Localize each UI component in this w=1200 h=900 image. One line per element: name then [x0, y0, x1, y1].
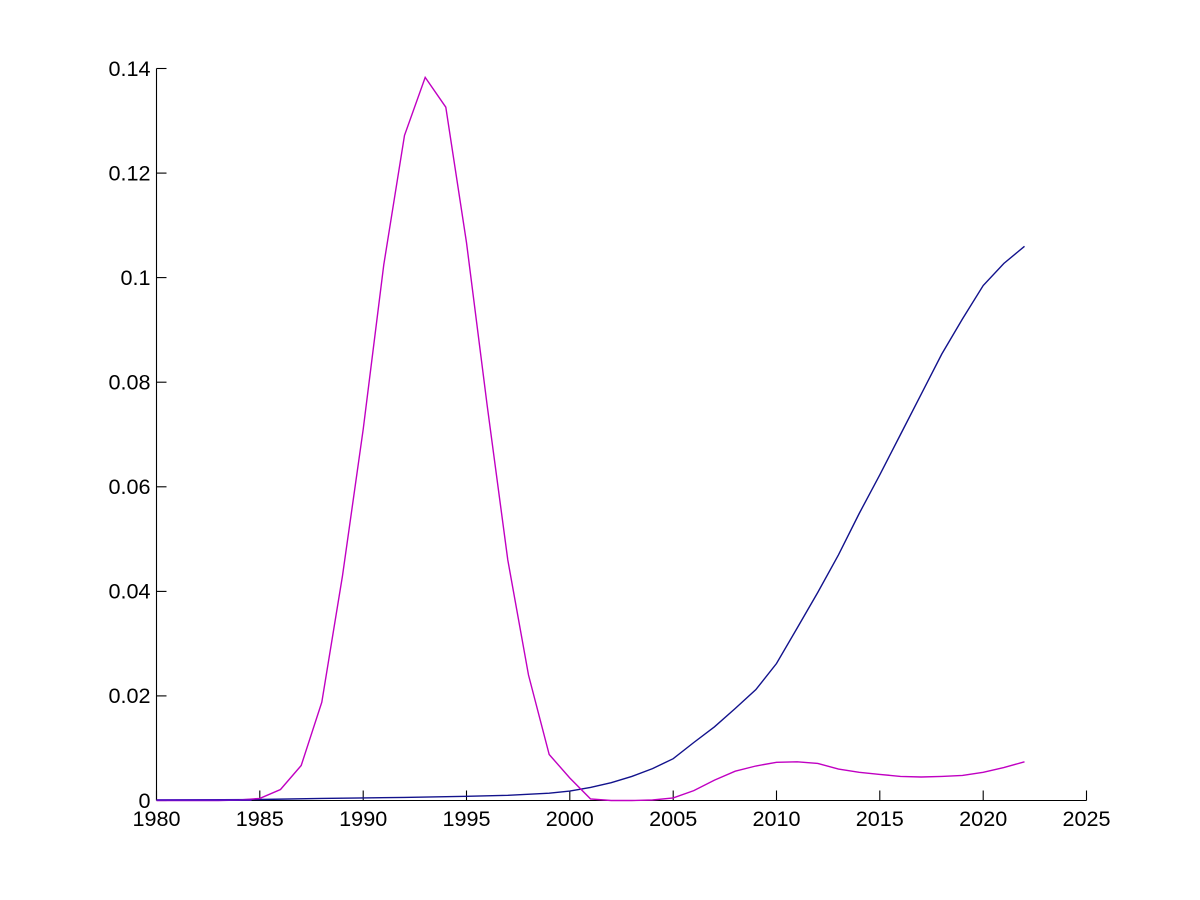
svg-text:2000: 2000 — [546, 806, 594, 831]
svg-text:2025: 2025 — [1062, 806, 1110, 831]
svg-text:1980: 1980 — [132, 806, 180, 831]
svg-text:2010: 2010 — [752, 806, 800, 831]
svg-text:0.12: 0.12 — [108, 160, 150, 185]
svg-text:2020: 2020 — [959, 806, 1007, 831]
svg-text:0.02: 0.02 — [108, 683, 150, 708]
svg-text:0: 0 — [138, 788, 150, 813]
svg-text:1985: 1985 — [236, 806, 284, 831]
svg-text:0.04: 0.04 — [108, 579, 150, 604]
svg-text:2005: 2005 — [649, 806, 697, 831]
svg-text:0.1: 0.1 — [120, 265, 150, 290]
svg-text:0.08: 0.08 — [108, 370, 150, 395]
svg-text:0.14: 0.14 — [108, 56, 150, 81]
svg-text:1995: 1995 — [442, 806, 490, 831]
svg-text:0.06: 0.06 — [108, 474, 150, 499]
svg-text:1990: 1990 — [339, 806, 387, 831]
svg-text:2015: 2015 — [856, 806, 904, 831]
